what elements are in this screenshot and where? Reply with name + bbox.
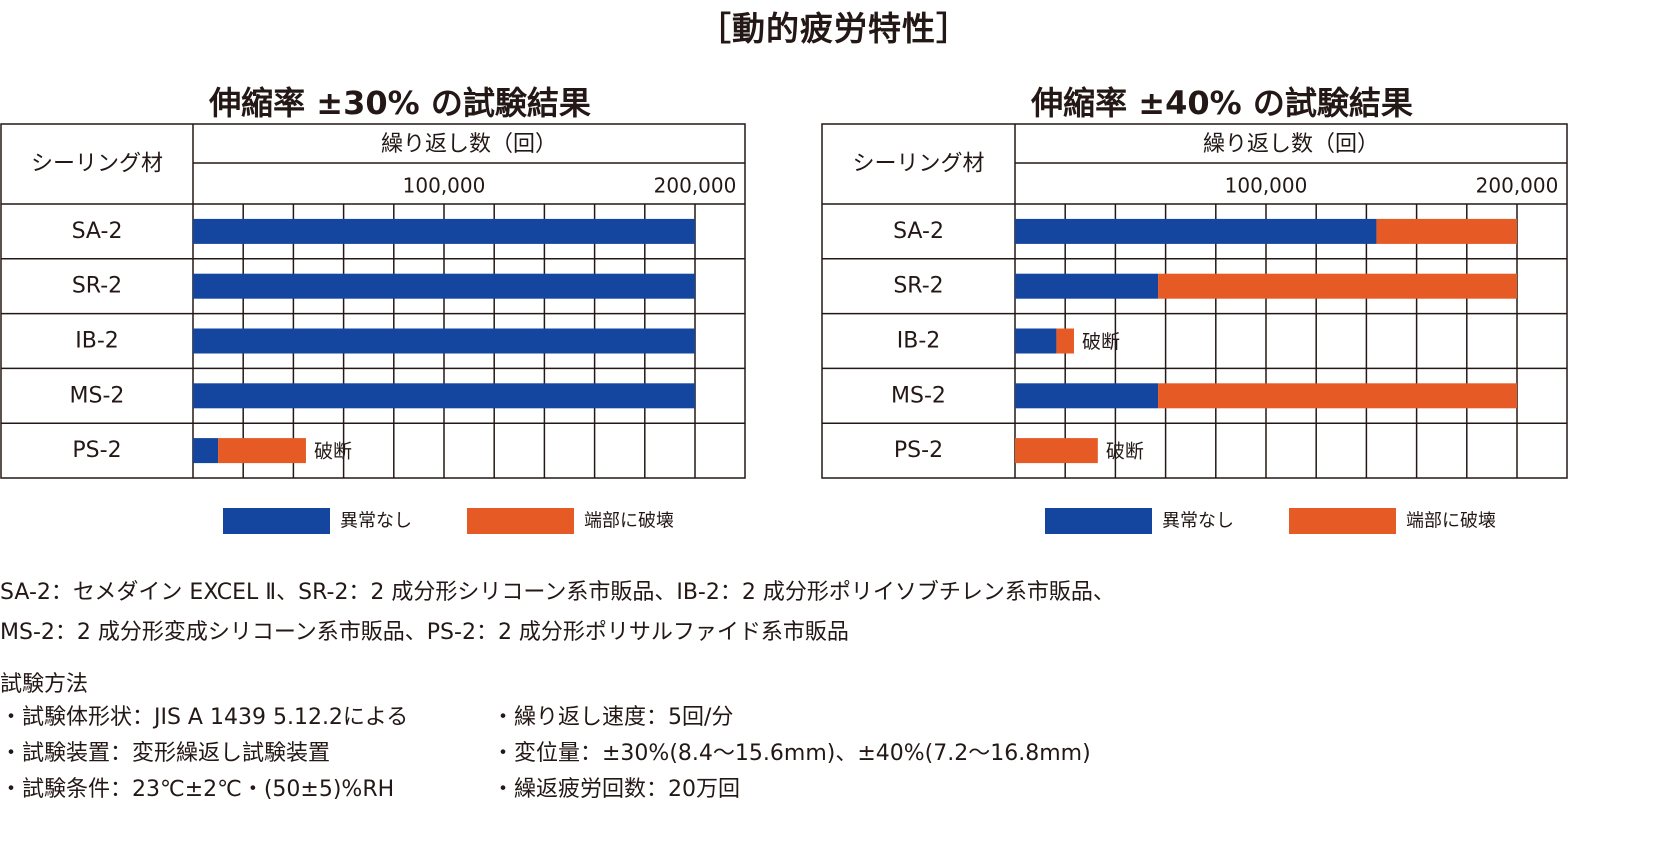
bar-damage: [1158, 383, 1517, 409]
charts-canvas: シーリング材 繰り返し数（回） 100,000 200,000 SA-2 SR-2 IB-2…: [0, 123, 1568, 534]
x-tick-label: 200,000: [1476, 174, 1559, 198]
method-item: ・試験体形状：JIS A 1439 5.12.2による: [0, 705, 409, 730]
legend-label-damage: 端部に破壊: [1406, 511, 1496, 532]
method-right-column: ・繰り返し速度：5回/分 ・変位量：±30%(8.4～15.6mm)、±40%(…: [492, 700, 1091, 808]
method-item: ・試験装置：変形繰返し試験装置: [0, 741, 331, 766]
bar-normal: [193, 438, 219, 464]
category-label: SA-2: [893, 219, 944, 244]
row-header-label: シーリング材: [31, 152, 163, 177]
chart-title-30: 伸縮率 ±30% の試験結果: [209, 84, 591, 122]
x-tick-label: 100,000: [403, 174, 486, 198]
legend-swatch-damage: [467, 508, 574, 534]
bar-damage: [1158, 273, 1517, 299]
chart-title-40: 伸縮率 ±40% の試験結果: [1031, 84, 1413, 122]
x-tick-label: 200,000: [654, 174, 737, 198]
legend-swatch-normal: [223, 508, 330, 534]
legend-label-normal: 異常なし: [1162, 511, 1234, 532]
method-item: ・繰返疲労回数：20万回: [492, 777, 740, 802]
bar-normal: [193, 273, 695, 299]
chart-40: シーリング材 繰り返し数（回） 100,000 200,000 SA-2 SR-2 IB-2…: [821, 123, 1568, 534]
chart-30: シーリング材 繰り返し数（回） 100,000 200,000 SA-2 SR-2 IB-2…: [0, 123, 746, 534]
category-label: IB-2: [75, 329, 119, 354]
category-label: MS-2: [891, 383, 946, 408]
category-label: IB-2: [897, 329, 941, 354]
legend: 異常なし 端部に破壊: [223, 508, 674, 534]
bar-normal: [1015, 328, 1057, 354]
category-label: SA-2: [72, 219, 123, 244]
legend-swatch-damage: [1289, 508, 1396, 534]
x-axis-title: 繰り返し数（回）: [381, 132, 557, 157]
legend-swatch-normal: [1045, 508, 1152, 534]
x-tick-label: 100,000: [1225, 174, 1308, 198]
bar-normal: [193, 383, 695, 409]
bar-damage: [218, 438, 306, 464]
notes-line-2: MS-2：2 成分形変成シリコーン系市販品、PS-2：2 成分形ポリサルファイド…: [0, 620, 849, 645]
method-item: ・変位量：±30%(8.4～15.6mm)、±40%(7.2～16.8mm): [492, 741, 1091, 766]
bar-normal: [193, 328, 695, 354]
legend: 異常なし 端部に破壊: [1045, 508, 1496, 534]
method-left-column: ・試験体形状：JIS A 1439 5.12.2による ・試験装置：変形繰返し試…: [0, 700, 408, 808]
method-item: ・繰り返し速度：5回/分: [492, 705, 734, 730]
method-item: ・試験条件：23℃±2℃・(50±5)%RH: [0, 777, 395, 802]
notes-line-1: SA-2：セメダイン EXCEL Ⅱ、SR-2：2 成分形シリコーン系市販品、I…: [0, 580, 1115, 605]
bar-damage: [1015, 438, 1098, 464]
bar-normal: [193, 218, 695, 244]
row-header-label: シーリング材: [852, 152, 984, 177]
bar-normal: [1015, 273, 1159, 299]
break-annotation: 破断: [1106, 441, 1144, 463]
category-label: MS-2: [70, 383, 125, 408]
category-label: PS-2: [72, 438, 121, 463]
bar-normal: [1015, 218, 1377, 244]
bar-normal: [1015, 383, 1159, 409]
method-heading: 試験方法: [0, 672, 89, 697]
x-axis-title: 繰り返し数（回）: [1203, 132, 1379, 157]
bar-damage: [1376, 218, 1517, 244]
category-label: PS-2: [894, 438, 943, 463]
break-annotation: 破断: [1082, 331, 1120, 353]
category-label: SR-2: [72, 274, 122, 299]
category-label: SR-2: [893, 274, 943, 299]
break-annotation: 破断: [314, 441, 352, 463]
chart-frame: [821, 123, 1568, 479]
bar-damage: [1056, 328, 1074, 354]
legend-label-normal: 異常なし: [340, 511, 412, 532]
chart-frame: [0, 123, 746, 479]
page-title: ［動的疲労特性］: [698, 9, 970, 48]
legend-label-damage: 端部に破壊: [584, 511, 674, 532]
